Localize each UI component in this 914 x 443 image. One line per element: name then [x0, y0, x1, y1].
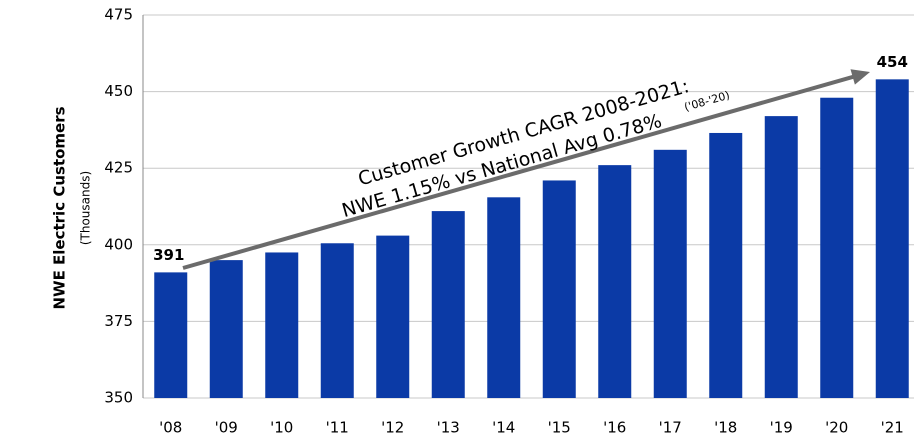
bar	[209, 260, 243, 398]
x-tick-label: '11	[326, 419, 349, 437]
data-label: 391	[153, 246, 184, 264]
x-tick-label: '12	[381, 419, 404, 437]
x-tick-label: '19	[770, 419, 793, 437]
bar	[265, 252, 299, 398]
x-tick-label: '10	[270, 419, 293, 437]
bar	[709, 132, 743, 399]
x-tick-label: '16	[603, 419, 626, 437]
x-tick-label: '15	[548, 419, 571, 437]
bar	[376, 235, 410, 398]
bar	[154, 272, 188, 398]
y-axis-sublabel: (Thousands)	[79, 171, 93, 245]
x-tick-label: '13	[437, 419, 460, 437]
x-tick-label: '17	[659, 419, 682, 437]
trend-arrow	[182, 73, 859, 270]
y-tick-label: 475	[104, 6, 133, 24]
bar	[431, 211, 465, 398]
bar	[875, 79, 909, 399]
bar	[764, 116, 798, 398]
y-tick-label: 375	[104, 312, 133, 330]
y-tick-label: 450	[104, 82, 133, 100]
x-tick-label: '21	[881, 419, 904, 437]
bar	[653, 149, 687, 398]
x-tick-label: '09	[215, 419, 238, 437]
x-tick-label: '18	[714, 419, 737, 437]
bar	[542, 180, 576, 398]
arrow-head	[850, 69, 870, 85]
x-tick-label: '08	[159, 419, 182, 437]
y-axis-label: NWE Electric Customers	[51, 106, 69, 309]
data-label: 454	[877, 53, 908, 71]
bar	[820, 97, 854, 398]
bar	[487, 197, 521, 398]
y-tick-label: 400	[104, 235, 133, 253]
y-tick-label: 425	[104, 159, 133, 177]
bar	[598, 165, 632, 398]
x-tick-label: '20	[825, 419, 848, 437]
y-tick-label: 350	[104, 389, 133, 407]
bar	[320, 243, 354, 398]
x-tick-label: '14	[492, 419, 515, 437]
